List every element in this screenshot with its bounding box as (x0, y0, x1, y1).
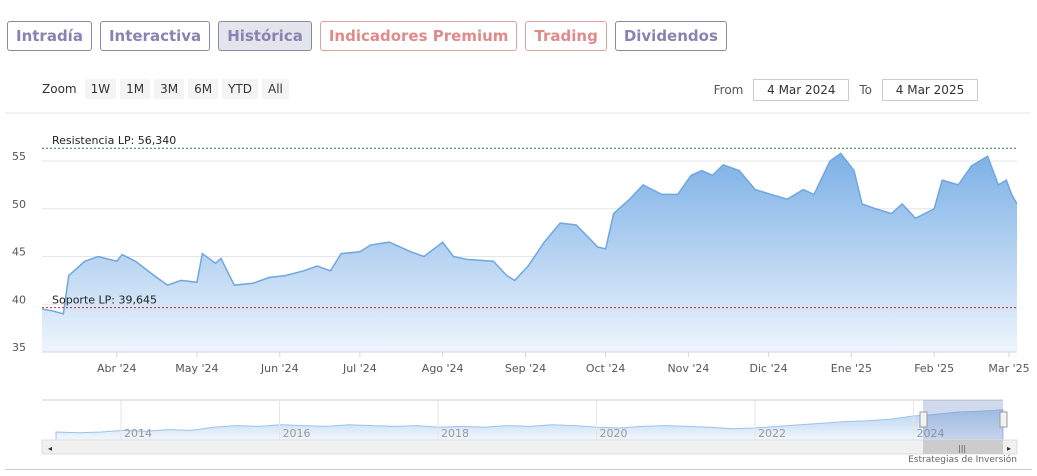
navigator-year-label: 2014 (124, 427, 152, 440)
x-tick-label: Feb '25 (914, 362, 954, 375)
scroll-right-arrow: ▸ (1007, 444, 1011, 453)
x-tick-label: Jun '24 (260, 362, 299, 375)
scrollbar-thumb[interactable] (923, 440, 1003, 454)
chart-credit[interactable]: Estrategias de Inversión (908, 455, 1017, 465)
navigator-year-label: 2022 (758, 427, 786, 440)
zoom-1m-button[interactable]: 1M (120, 79, 151, 99)
zoom-controls: Zoom 1W 1M 3M 6M YTD All (42, 79, 289, 99)
x-tick-label: Jul '24 (342, 362, 377, 375)
y-tick-label: 50 (12, 198, 26, 211)
x-tick-label: Nov '24 (667, 362, 709, 375)
from-date-input[interactable]: 4 Mar 2024 (753, 79, 850, 101)
navigator-selection[interactable] (923, 400, 1003, 440)
tab-intrad-a[interactable]: Intradía (7, 21, 92, 51)
y-tick-label: 35 (12, 341, 26, 354)
level-label: Soporte LP: 39,645 (52, 294, 157, 307)
scrollbar-grip-icon: ||| (958, 444, 966, 453)
zoom-1w-button[interactable]: 1W (84, 79, 117, 99)
y-tick-label: 40 (12, 293, 26, 306)
zoom-all-button[interactable]: All (262, 79, 289, 99)
tab-interactiva[interactable]: Interactiva (99, 21, 211, 51)
zoom-3m-button[interactable]: 3M (154, 79, 185, 99)
navigator-year-label: 2020 (600, 427, 628, 440)
x-tick-label: Ago '24 (422, 362, 464, 375)
x-tick-label: Abr '24 (97, 362, 137, 375)
x-tick-label: May '24 (175, 362, 218, 375)
tab-indicadores-premium[interactable]: Indicadores Premium (319, 21, 518, 51)
navigator-series (55, 409, 1004, 441)
area-fill (42, 153, 1017, 352)
tab-hist-rica[interactable]: Histórica (218, 21, 312, 51)
price-line (41, 152, 1018, 315)
navigator-handle[interactable] (919, 411, 928, 428)
to-label: To (859, 83, 872, 97)
x-tick-label: Dic '24 (750, 362, 788, 375)
navigator-year-label: 2024 (917, 427, 945, 440)
zoom-label: Zoom (42, 82, 77, 96)
date-range: From 4 Mar 2024 To 4 Mar 2025 (714, 79, 978, 101)
zoom-6m-button[interactable]: 6M (188, 79, 219, 99)
x-tick-label: Ene '25 (831, 362, 872, 375)
x-tick-label: Sep '24 (505, 362, 546, 375)
to-date-input[interactable]: 4 Mar 2025 (882, 79, 978, 101)
tab-dividendos[interactable]: Dividendos (614, 21, 727, 51)
level-label: Resistencia LP: 56,340 (52, 134, 176, 147)
x-tick-label: Mar '25 (988, 362, 1029, 375)
y-tick-label: 55 (12, 150, 26, 163)
zoom-ytd-button[interactable]: YTD (222, 79, 258, 99)
scrollbar-track[interactable] (41, 439, 1018, 455)
scroll-left-arrow: ◂ (48, 444, 52, 453)
navigator-handle[interactable] (999, 411, 1008, 428)
x-tick-label: Oct '24 (586, 362, 626, 375)
from-label: From (713, 83, 744, 97)
tab-trading[interactable]: Trading (525, 21, 607, 51)
divider (5, 469, 1032, 470)
navigator-year-label: 2016 (283, 427, 311, 440)
y-tick-label: 45 (12, 246, 26, 259)
navigator-year-label: 2018 (441, 427, 469, 440)
